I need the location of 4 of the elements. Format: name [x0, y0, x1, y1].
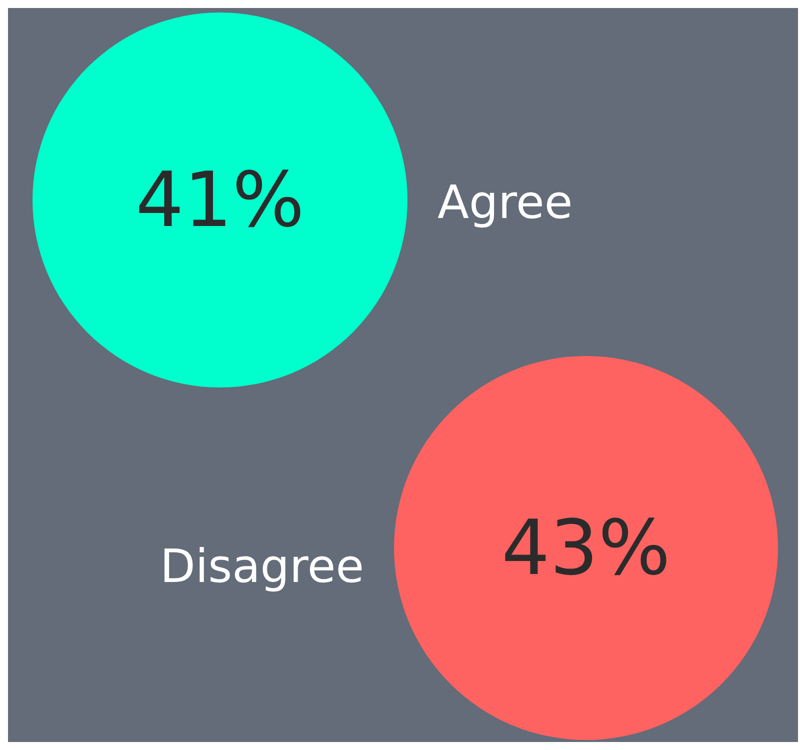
- category-label: Disagree: [160, 538, 364, 593]
- data-label: 43%: [502, 502, 670, 592]
- data-label: 41%: [136, 154, 304, 244]
- category-label: Agree: [437, 174, 573, 229]
